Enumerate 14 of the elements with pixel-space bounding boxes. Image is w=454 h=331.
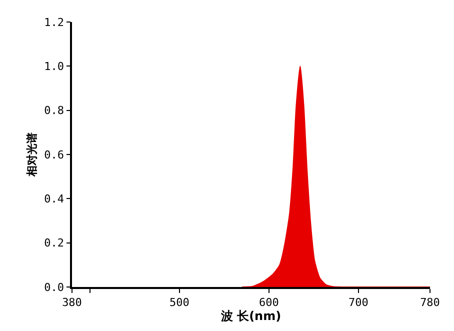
y-tick-label: 1.2 [44,16,64,29]
y-axis-title: 相对光谱 [25,132,38,178]
x-axis-title: 波 长(nm) [220,308,282,323]
x-tick-label: 380 [62,296,82,309]
y-tick-label: 0.2 [44,236,64,250]
y-tick-label: 1.0 [44,60,64,74]
x-tick-label: 500 [169,296,190,309]
y-tick-label: 0.6 [44,148,64,162]
x-tick-label: 600 [258,296,279,309]
x-tick-label: 780 [420,296,440,309]
y-tick-label: 0.4 [44,192,64,206]
x-tick-label: 700 [348,296,368,309]
y-tick-label: 0.0 [44,280,64,294]
y-tick-label: 0.8 [44,104,64,118]
